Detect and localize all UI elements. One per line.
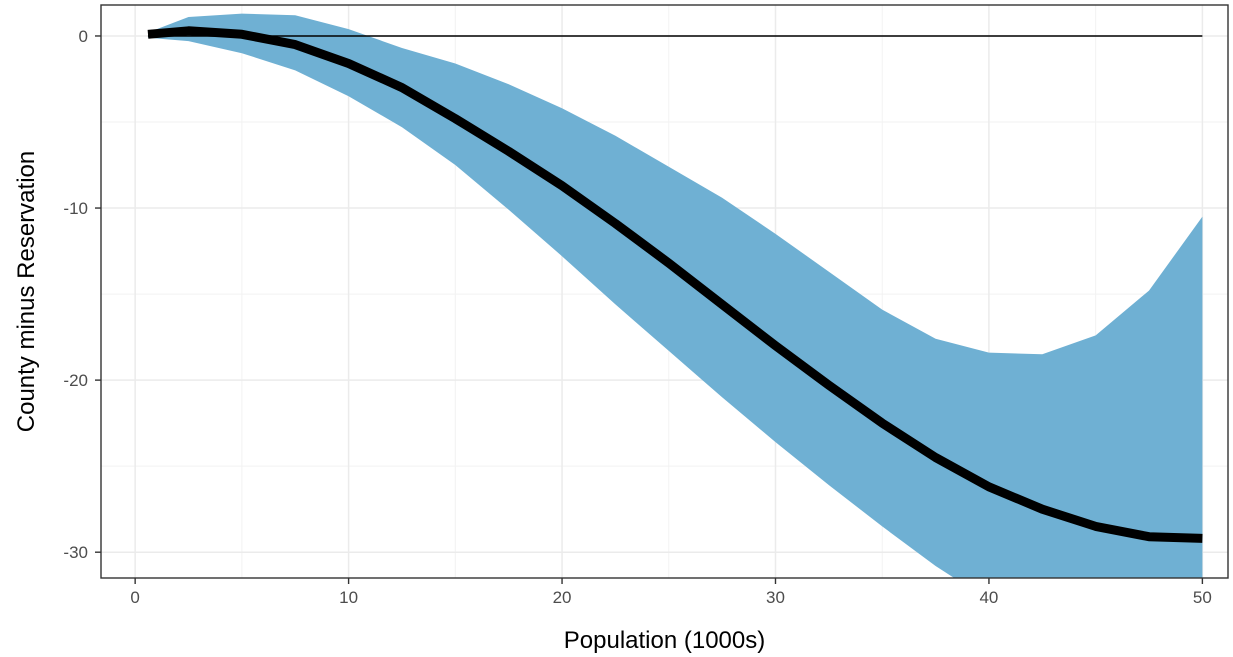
y-axis-title: County minus Reservation xyxy=(13,151,40,432)
confidence-band xyxy=(148,13,1203,578)
x-axis: 0 10 20 30 40 50 xyxy=(130,578,1212,607)
y-tick-label: 0 xyxy=(79,27,88,46)
y-axis: 0 -10 -20 -30 xyxy=(63,27,101,562)
x-tick-label: 50 xyxy=(1193,588,1212,607)
x-tick-label: 20 xyxy=(553,588,572,607)
x-axis-title: Population (1000s) xyxy=(564,627,765,654)
y-tick-label: -30 xyxy=(63,543,88,562)
x-tick-label: 10 xyxy=(339,588,358,607)
series-layer xyxy=(147,13,1203,578)
x-tick-label: 0 xyxy=(130,588,139,607)
estimate-line xyxy=(147,26,1203,543)
x-tick-label: 30 xyxy=(766,588,785,607)
plot-border xyxy=(100,4,1229,579)
x-tick-label: 40 xyxy=(979,588,998,607)
y-tick-label: -20 xyxy=(63,371,88,390)
y-tick-label: -10 xyxy=(63,199,88,218)
